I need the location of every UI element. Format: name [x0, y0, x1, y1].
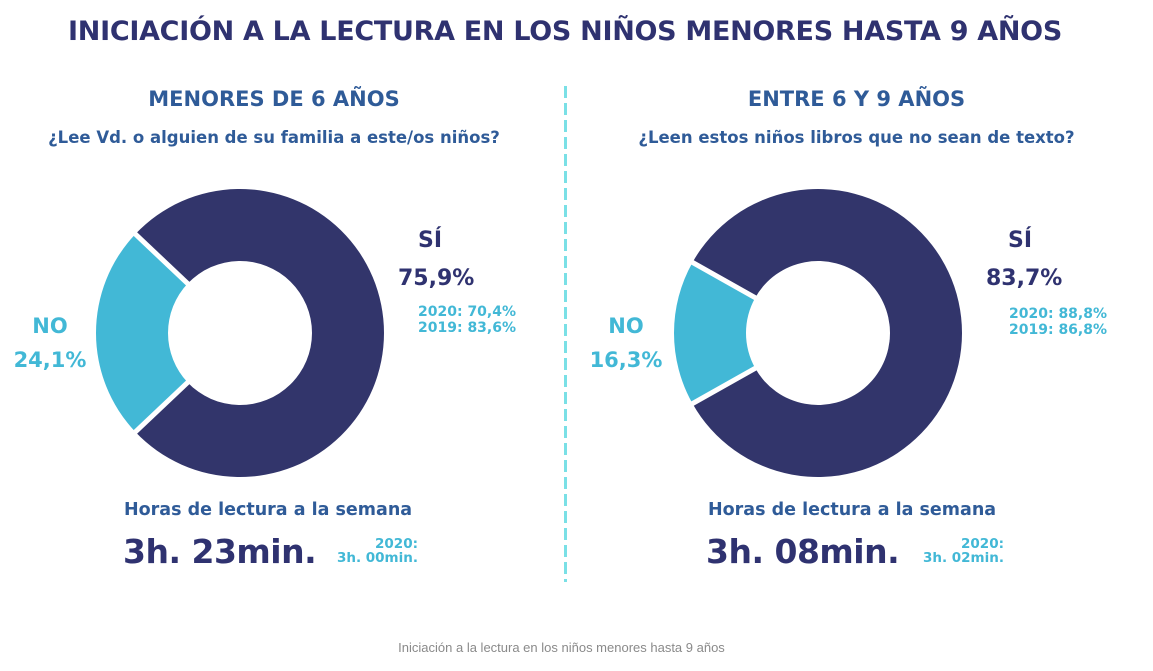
yes-prev-2020-6-to-9: 2020: 88,8% — [1009, 306, 1108, 322]
yes-value-under-6: 75,9% — [398, 266, 475, 291]
page-title: INICIACIÓN A LA LECTURA EN LOS NIÑOS MEN… — [68, 16, 1062, 47]
figure-caption: Iniciación a la lectura en los niños men… — [398, 640, 725, 655]
panel-question-6-to-9: ¿Leen estos niños libros que no sean de … — [638, 128, 1075, 147]
slice-no — [674, 262, 756, 404]
donut-chart-under-6 — [96, 189, 385, 478]
slice-separator — [687, 364, 760, 408]
yes-prev-2020-under-6: 2020: 70,4% — [418, 304, 517, 320]
slice-yes — [135, 189, 385, 478]
yes-prev-2019-6-to-9: 2019: 86,8% — [1009, 322, 1108, 338]
yes-prev-2019-under-6: 2019: 83,6% — [418, 320, 517, 336]
slice-no — [96, 234, 188, 432]
donut-chart-6-to-9 — [674, 189, 963, 477]
yes-label-under-6: SÍ — [418, 228, 443, 253]
panel-title-under-6: MENORES DE 6 AÑOS — [148, 87, 400, 111]
yes-label-6-to-9: SÍ — [1008, 228, 1033, 253]
slice-separator — [687, 258, 760, 302]
slice-yes — [692, 189, 963, 477]
hours-label-under-6: Horas de lectura a la semana — [124, 500, 413, 520]
yes-value-6-to-9: 83,7% — [986, 266, 1063, 291]
hours-value-under-6: 3h. 23min. — [123, 532, 317, 571]
panel-question-under-6: ¿Lee Vd. o alguien de su familia a este/… — [48, 128, 500, 147]
hours-label-6-to-9: Horas de lectura a la semana — [708, 500, 997, 520]
no-label-6-to-9: NO — [608, 314, 644, 338]
slice-separator — [130, 377, 193, 437]
hours-prev-value-under-6: 3h. 00min. — [336, 550, 418, 566]
slice-separator — [130, 229, 193, 289]
hours-prev-year-under-6: 2020: — [375, 536, 418, 552]
no-value-under-6: 24,1% — [13, 348, 87, 372]
no-value-6-to-9: 16,3% — [589, 348, 663, 372]
hours-value-6-to-9: 3h. 08min. — [706, 532, 900, 571]
panel-divider — [564, 86, 567, 582]
hours-prev-year-6-to-9: 2020: — [961, 536, 1004, 552]
panel-title-6-to-9: ENTRE 6 Y 9 AÑOS — [747, 87, 966, 111]
no-label-under-6: NO — [32, 314, 68, 338]
hours-prev-value-6-to-9: 3h. 02min. — [922, 550, 1004, 566]
